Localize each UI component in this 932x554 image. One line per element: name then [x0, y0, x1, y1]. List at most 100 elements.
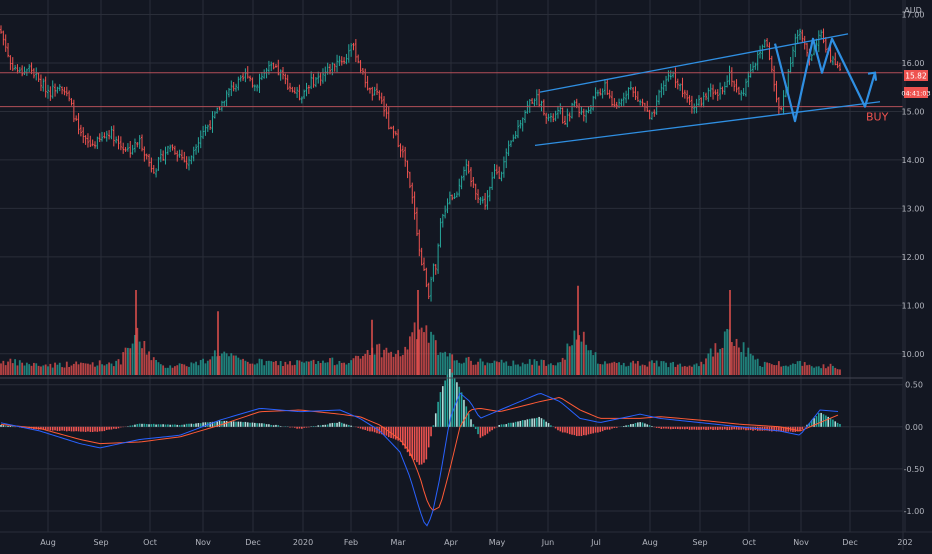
- volume-bar: [47, 366, 49, 375]
- volume-bar: [665, 362, 667, 375]
- volume-bar: [397, 350, 400, 375]
- volume-bar: [35, 363, 38, 375]
- volume-bar: [510, 366, 512, 375]
- volume-bar: [331, 357, 334, 375]
- time-tick-label: 202: [897, 538, 912, 547]
- volume-bar: [559, 362, 562, 375]
- volume-bar: [40, 366, 42, 375]
- volume-bar: [329, 358, 331, 375]
- volume-bar: [315, 364, 317, 375]
- price-tick-label: 11.00: [902, 301, 925, 310]
- volume-bar: [289, 361, 291, 375]
- volume-bar: [268, 360, 270, 375]
- volume-bar: [564, 359, 566, 375]
- volume-bar: [291, 365, 294, 375]
- time-tick-label: Oct: [143, 538, 157, 547]
- volume-bar: [521, 362, 524, 375]
- volume-bar-spike: [371, 319, 373, 375]
- volume-bar: [820, 368, 823, 375]
- volume-bar: [2, 360, 5, 375]
- volume-bar: [745, 356, 747, 375]
- volume-bar: [467, 356, 470, 375]
- volume-bar: [425, 325, 428, 375]
- volume-bar: [256, 363, 259, 375]
- volume-bar: [578, 335, 580, 375]
- volume-bar: [585, 344, 588, 375]
- volume-bar-spike: [577, 285, 579, 375]
- volume-bar: [117, 359, 120, 375]
- time-tick-label: Jun: [541, 538, 555, 547]
- volume-bar: [651, 360, 653, 375]
- volume-bar: [127, 347, 129, 375]
- volume-bar: [322, 360, 324, 375]
- volume-bar: [23, 365, 26, 375]
- volume-bar: [434, 340, 437, 375]
- volume-bar: [232, 355, 235, 375]
- volume-bar: [799, 360, 801, 375]
- channel-lower-line[interactable]: [534, 101, 881, 147]
- volume-bar: [606, 363, 609, 375]
- volume-bar: [174, 366, 176, 375]
- volume-bar: [263, 365, 266, 375]
- time-axis[interactable]: Aug Sep Oct Nov Dec 2020 Feb Mar Apr May Jun Jul Aug…: [40, 538, 912, 547]
- volume-bar: [526, 363, 529, 375]
- volume-bar: [96, 365, 99, 375]
- volume-bar: [625, 366, 627, 375]
- volume-bar: [406, 349, 409, 375]
- volume-bar: [517, 364, 519, 375]
- indicator-tick-label: -0.50: [904, 465, 925, 474]
- volume-bar: [119, 364, 122, 375]
- volume-bar: [148, 351, 150, 375]
- volume-bar: [747, 347, 750, 375]
- volume-bar: [456, 360, 458, 375]
- volume-bar: [550, 363, 552, 375]
- volume-bar: [672, 361, 674, 375]
- indicator-axis[interactable]: 0.50 0.00 -0.50 -1.00: [904, 381, 925, 516]
- signal-line: [0, 397, 839, 512]
- volume-bar: [780, 366, 783, 375]
- volume-bar: [418, 329, 421, 375]
- volume-bar: [181, 363, 183, 375]
- volume-bar: [359, 358, 362, 375]
- volume-bar: [493, 360, 496, 375]
- volume-bar: [655, 360, 658, 375]
- volume-bar: [754, 359, 757, 375]
- volume-bar: [383, 349, 385, 375]
- volume-bar: [199, 360, 202, 375]
- volume-bar: [568, 346, 571, 375]
- price-tick-label: 12.00: [902, 253, 925, 262]
- volume-bar: [376, 344, 378, 375]
- volume-bar: [401, 354, 404, 375]
- volume-bar: [714, 343, 717, 375]
- volume-bar: [503, 362, 505, 375]
- volume-bar: [528, 359, 531, 375]
- volume-bar: [535, 361, 538, 375]
- price-tick-label: 16.00: [902, 59, 925, 68]
- volume-bar: [94, 366, 96, 375]
- volume-bar: [575, 339, 578, 375]
- price-axis[interactable]: 17.00 16.00 15.00 14.00 13.00 12.00 11.00 10.00: [902, 11, 925, 359]
- volume-bar: [33, 362, 35, 375]
- volume-bar: [49, 363, 52, 375]
- time-tick-label: Oct: [742, 538, 756, 547]
- currency-label: AUD: [904, 6, 922, 15]
- volume-bar: [839, 369, 841, 375]
- volume-bar: [768, 363, 771, 375]
- time-tick-label: Jul: [590, 538, 601, 547]
- volume-bar: [155, 359, 157, 375]
- projected-path[interactable]: [773, 37, 877, 123]
- volume-bar: [763, 361, 766, 375]
- volume-bar: [775, 365, 778, 375]
- volume-bar: [317, 361, 320, 375]
- channel-upper-line[interactable]: [539, 33, 849, 93]
- indicator-tick-label: 0.00: [905, 423, 923, 432]
- volume-bar: [188, 366, 190, 375]
- volume-bar-spike: [729, 290, 731, 375]
- volume-bar: [533, 359, 536, 375]
- volume-bar: [300, 361, 303, 375]
- time-tick-label: Sep: [692, 538, 707, 547]
- volume-bar: [44, 364, 47, 375]
- volume-bar: [636, 361, 639, 375]
